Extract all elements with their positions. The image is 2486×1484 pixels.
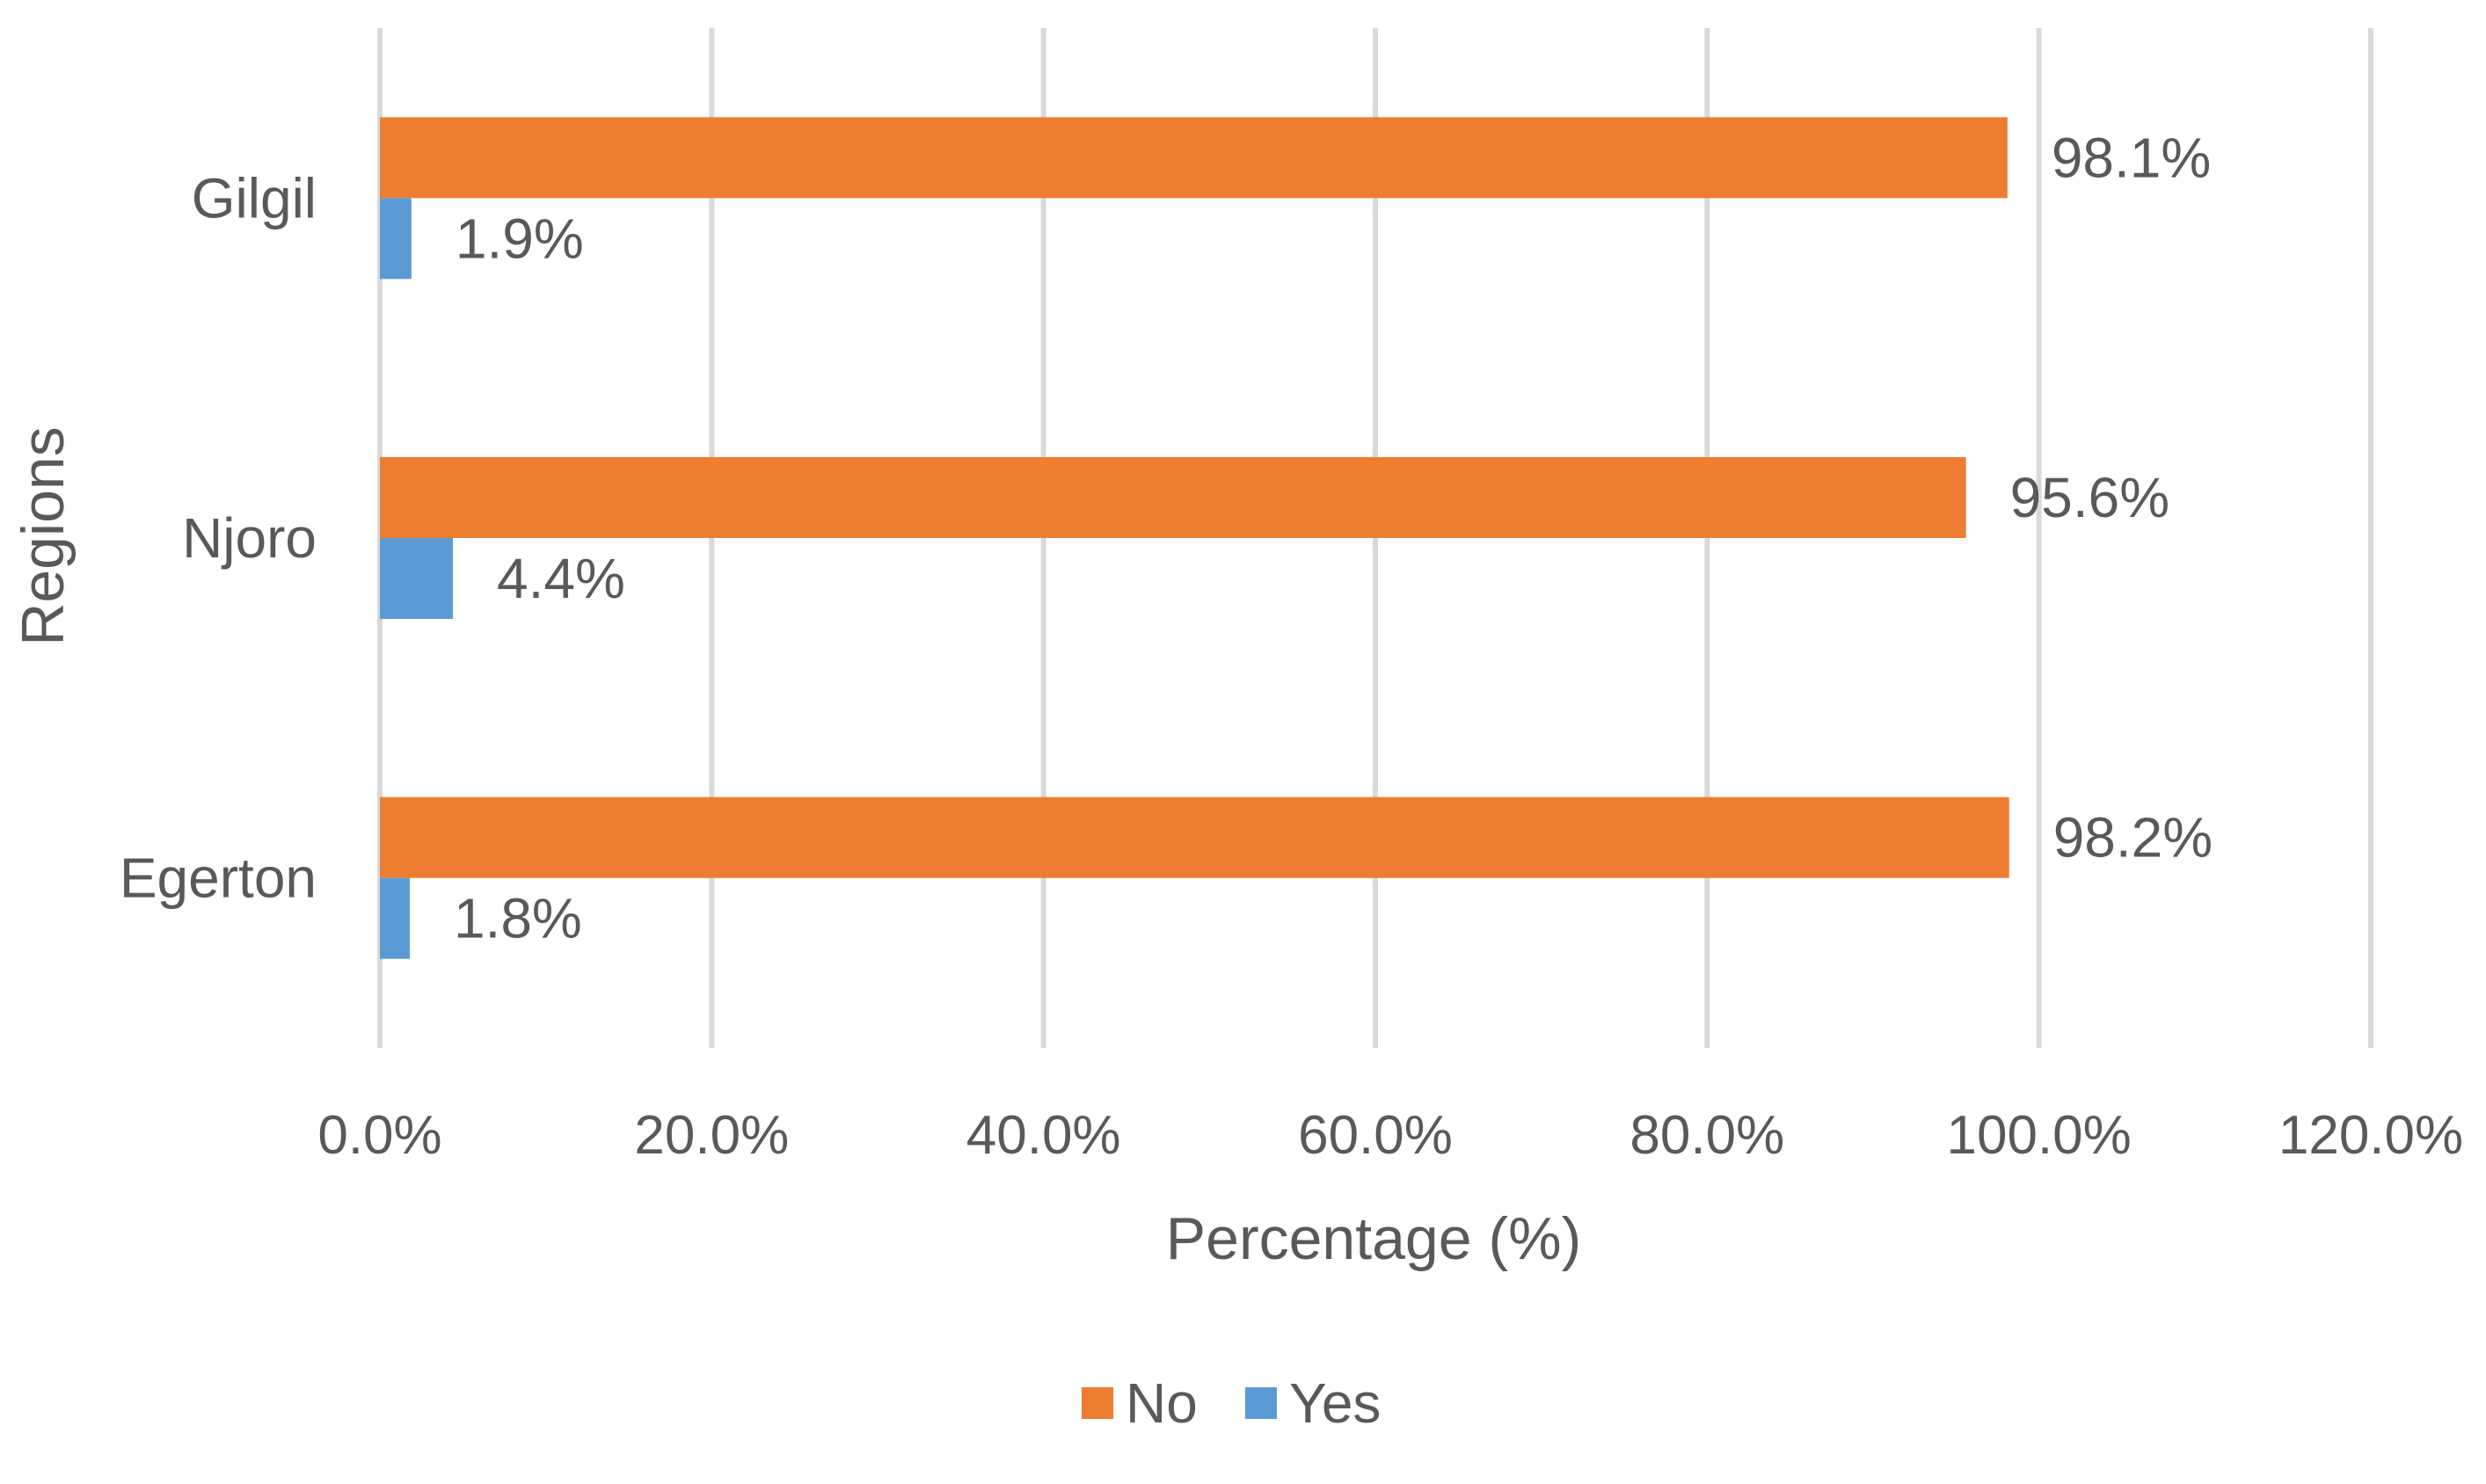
x-axis-tick-labels: 0.0% 20.0% 40.0% 60.0% 80.0% 100.0% 120.0% xyxy=(317,1105,2463,1166)
x-axis-title: Percentage (%) xyxy=(1166,1205,1581,1272)
bar-no-egerton xyxy=(380,797,2009,878)
legend-swatch-no xyxy=(1082,1387,1113,1419)
x-tick-label: 100.0% xyxy=(1947,1105,2132,1166)
legend-label-yes: Yes xyxy=(1289,1371,1381,1435)
x-tick-label: 20.0% xyxy=(634,1105,789,1166)
data-label: 98.1% xyxy=(2052,126,2211,189)
data-labels: 98.1% 1.9% 95.6% 4.4% 98.2% 1.8% xyxy=(454,126,2213,949)
legend-swatch-yes xyxy=(1245,1387,1277,1419)
category-label: Gilgil xyxy=(192,166,317,229)
bar-yes-njoro xyxy=(380,538,454,619)
legend-label-no: No xyxy=(1126,1371,1198,1435)
category-label: Njoro xyxy=(182,506,317,570)
x-tick-label: 0.0% xyxy=(317,1105,441,1166)
x-tick-label: 40.0% xyxy=(966,1105,1121,1166)
bar-yes-gilgil xyxy=(380,198,412,280)
data-label: 1.8% xyxy=(454,887,582,950)
y-axis-title: Regions xyxy=(10,426,77,646)
x-tick-label: 60.0% xyxy=(1298,1105,1453,1166)
x-tick-label: 80.0% xyxy=(1629,1105,1784,1166)
category-label: Egerton xyxy=(120,847,317,910)
bars xyxy=(380,117,2009,959)
y-axis-category-labels: Gilgil Njoro Egerton xyxy=(120,166,317,909)
legend: No Yes xyxy=(1082,1371,1381,1435)
bar-no-njoro xyxy=(380,457,1966,538)
bar-no-gilgil xyxy=(380,117,2008,199)
data-label: 1.9% xyxy=(456,207,584,270)
data-label: 98.2% xyxy=(2053,806,2213,869)
x-tick-label: 120.0% xyxy=(2278,1105,2463,1166)
data-label: 95.6% xyxy=(2010,466,2169,529)
data-label: 4.4% xyxy=(497,547,625,610)
bar-yes-egerton xyxy=(380,877,410,959)
